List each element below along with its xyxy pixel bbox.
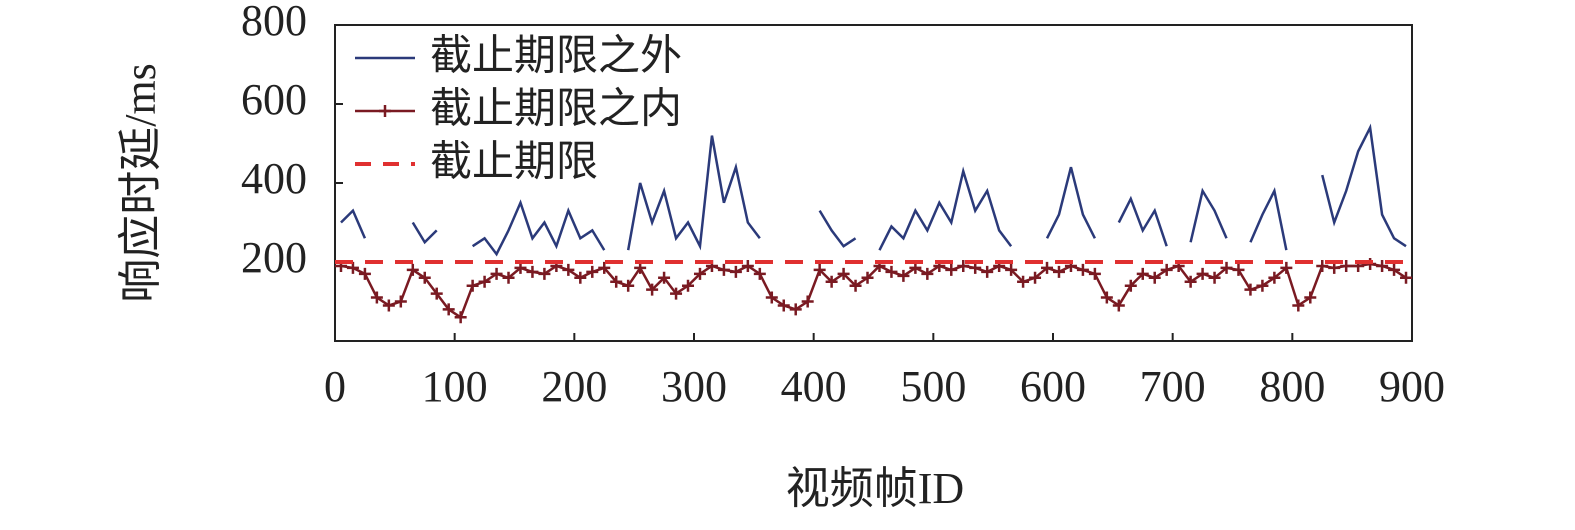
y-tick-label: 800 [241, 0, 307, 45]
point-marker [1220, 261, 1233, 274]
point-marker [382, 299, 395, 312]
point-marker [658, 271, 671, 284]
point-marker [1256, 279, 1269, 292]
point-marker [981, 265, 994, 278]
legend-label: 截止期限 [430, 137, 598, 186]
point-marker [1088, 267, 1101, 280]
x-tick-label: 100 [422, 362, 488, 411]
point-marker [885, 265, 898, 278]
x-tick-label: 200 [541, 362, 607, 411]
point-marker [610, 275, 623, 288]
x-tick-label: 400 [781, 362, 847, 411]
point-marker [430, 287, 443, 300]
point-marker [670, 287, 683, 300]
point-marker [454, 311, 467, 324]
point-marker [1017, 275, 1030, 288]
point-marker [418, 271, 431, 284]
x-tick-label: 300 [661, 362, 727, 411]
point-marker [586, 265, 599, 278]
legend-label: 截止期限之外 [430, 31, 682, 80]
point-marker [825, 275, 838, 288]
point-marker [957, 259, 970, 272]
point-marker [1244, 283, 1257, 296]
point-marker [741, 259, 754, 272]
point-marker [478, 275, 491, 288]
point-marker [789, 303, 802, 316]
point-marker [1052, 265, 1065, 278]
point-marker [394, 295, 407, 308]
point-marker [1041, 261, 1054, 274]
point-marker [1232, 263, 1245, 276]
point-marker [861, 271, 874, 284]
point-marker [753, 267, 766, 280]
point-marker [1160, 263, 1173, 276]
x-axis-label: 视频帧ID [786, 464, 964, 513]
point-marker [1148, 271, 1161, 284]
point-marker [1136, 267, 1149, 280]
point-marker [717, 263, 730, 276]
point-marker [682, 279, 695, 292]
x-tick-label: 0 [324, 362, 346, 411]
point-marker [1005, 263, 1018, 276]
point-marker [765, 291, 778, 304]
point-marker [1029, 271, 1042, 284]
point-marker [502, 271, 515, 284]
point-marker [442, 303, 455, 316]
point-marker [1400, 271, 1413, 284]
y-tick-label: 600 [241, 75, 307, 124]
y-tick-label: 200 [241, 233, 307, 282]
point-marker [562, 263, 575, 276]
point-marker [1316, 259, 1329, 272]
legend-label: 截止期限之内 [430, 84, 682, 133]
legend-marker [379, 105, 391, 117]
point-marker [813, 263, 826, 276]
x-tick-label: 900 [1379, 362, 1445, 411]
point-marker [358, 267, 371, 280]
x-tick-label: 600 [1020, 362, 1086, 411]
point-marker [490, 267, 503, 280]
point-marker [777, 299, 790, 312]
point-marker [837, 267, 850, 280]
point-marker [646, 283, 659, 296]
point-marker [801, 295, 814, 308]
point-marker [598, 261, 611, 274]
point-marker [538, 267, 551, 280]
point-marker [1196, 267, 1209, 280]
point-marker [729, 265, 742, 278]
point-marker [622, 279, 635, 292]
point-marker [1076, 263, 1089, 276]
point-marker [574, 271, 587, 284]
point-marker [945, 263, 958, 276]
point-marker [1376, 259, 1389, 272]
point-marker [1268, 271, 1281, 284]
point-marker [1184, 275, 1197, 288]
point-marker [693, 267, 706, 280]
x-tick-label: 700 [1140, 362, 1206, 411]
x-tick-label: 500 [900, 362, 966, 411]
point-marker [1208, 271, 1221, 284]
point-marker [1292, 299, 1305, 312]
point-marker [1124, 279, 1137, 292]
point-marker [466, 279, 479, 292]
point-marker [849, 279, 862, 292]
y-axis-label: 响应时延/ms [116, 63, 165, 303]
point-marker [406, 263, 419, 276]
point-marker [1340, 259, 1353, 272]
point-marker [1112, 299, 1125, 312]
point-marker [526, 265, 539, 278]
series-line [340, 123, 1407, 257]
point-marker [897, 269, 910, 282]
x-tick-label: 800 [1259, 362, 1325, 411]
point-marker [1388, 263, 1401, 276]
point-marker [921, 267, 934, 280]
point-marker [1280, 261, 1293, 274]
point-marker [370, 291, 383, 304]
point-marker [1304, 291, 1317, 304]
y-tick-label: 400 [241, 154, 307, 203]
point-marker [1100, 291, 1113, 304]
